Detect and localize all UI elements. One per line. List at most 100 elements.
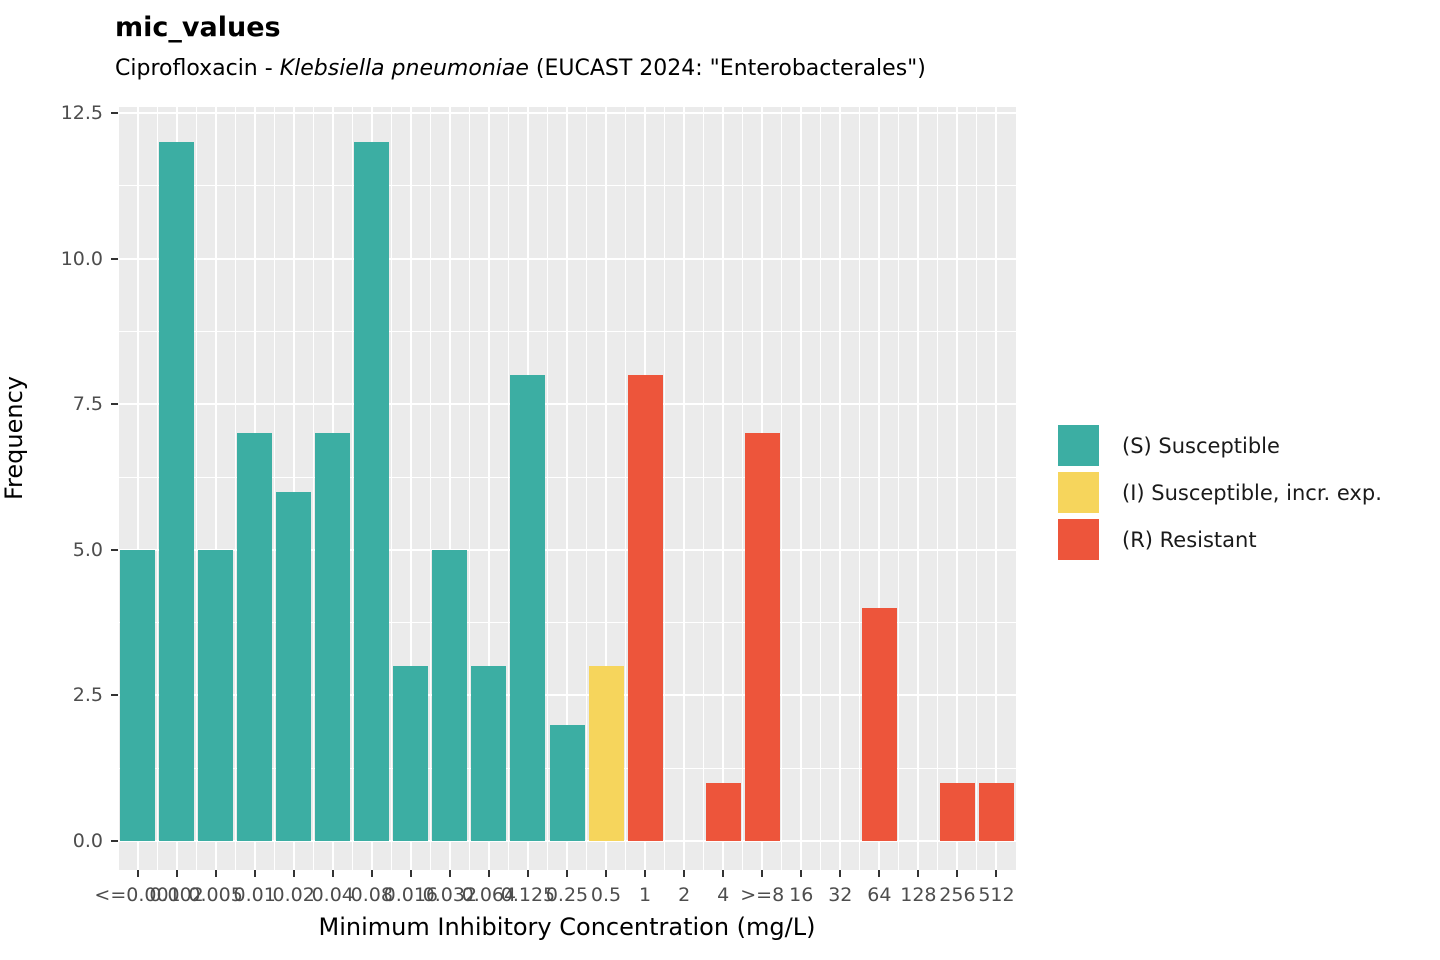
x-tick xyxy=(331,870,334,877)
bar-0.01 xyxy=(237,433,273,841)
x-tick xyxy=(370,870,373,877)
bar-0.04 xyxy=(315,433,351,841)
subtitle-drug: Ciprofloxacin - xyxy=(115,56,280,81)
x-tick xyxy=(644,870,647,877)
x-tick-label: 128 xyxy=(900,884,937,906)
bar-256 xyxy=(939,782,975,841)
bar-0.032 xyxy=(432,549,468,841)
legend-label-R: (R) Resistant xyxy=(1122,527,1257,552)
x-tick-label: 32 xyxy=(828,884,853,906)
v-gridline-minor xyxy=(117,107,119,870)
v-gridline-major xyxy=(800,107,803,870)
legend-label-S: (S) Susceptible xyxy=(1122,433,1280,458)
v-gridline-major xyxy=(214,107,217,870)
x-tick xyxy=(487,870,490,877)
x-tick xyxy=(761,870,764,877)
y-tick-label: 2.5 xyxy=(72,684,103,707)
x-tick-label: 2 xyxy=(678,884,691,906)
y-tick xyxy=(111,548,118,551)
v-gridline-minor xyxy=(898,107,900,870)
plot-title: mic_values xyxy=(115,12,281,43)
bar-0.125 xyxy=(510,375,546,841)
v-gridline-major xyxy=(956,107,959,870)
y-tick-label: 10.0 xyxy=(60,247,103,270)
v-gridline-major xyxy=(448,107,451,870)
x-tick xyxy=(878,870,881,877)
y-tick xyxy=(111,403,118,406)
y-tick-label: 0.0 xyxy=(72,830,103,852)
x-tick xyxy=(722,870,725,877)
bar-<=0.001 xyxy=(120,549,156,841)
v-gridline-major xyxy=(487,107,490,870)
v-gridline-minor xyxy=(156,107,158,870)
bar-4 xyxy=(705,782,741,841)
x-tick-label: 0.002 xyxy=(149,884,204,906)
v-gridline-major xyxy=(566,107,568,870)
v-gridline-minor xyxy=(195,107,197,870)
v-gridline-minor xyxy=(390,107,392,870)
x-tick-label: >=8 xyxy=(740,884,785,906)
bar-0.064 xyxy=(471,666,507,841)
plot-subtitle: Ciprofloxacin - Klebsiella pneumoniae (E… xyxy=(115,56,926,81)
y-tick-label: 7.5 xyxy=(72,393,103,416)
v-gridline-major xyxy=(995,107,998,870)
y-tick xyxy=(111,257,118,260)
v-gridline-minor xyxy=(507,107,509,870)
x-tick xyxy=(839,870,842,877)
x-tick-label: 0.04 xyxy=(311,884,354,906)
v-gridline-major xyxy=(722,107,725,870)
legend-label-I: (I) Susceptible, incr. exp. xyxy=(1122,480,1382,505)
v-gridline-major xyxy=(605,107,608,870)
bar-0.08 xyxy=(354,142,390,841)
v-gridline-major xyxy=(878,107,881,870)
x-tick xyxy=(956,870,959,877)
y-axis-title: Frequency xyxy=(0,376,28,500)
x-tick-label: 0.01 xyxy=(233,884,276,906)
x-tick-label: 0.08 xyxy=(350,884,393,906)
x-axis-title: Minimum Inhibitory Concentration (mg/L) xyxy=(318,913,816,941)
x-tick xyxy=(566,870,568,877)
v-gridline-major xyxy=(917,107,920,870)
bar-0.02 xyxy=(276,491,312,841)
v-gridline-minor xyxy=(234,107,236,870)
bar-1 xyxy=(627,375,663,841)
bar-0.016 xyxy=(393,666,429,841)
bar-0.005 xyxy=(198,549,234,841)
plot-panel xyxy=(117,107,1017,870)
v-gridline-minor xyxy=(1015,107,1017,870)
v-gridline-minor xyxy=(625,107,627,870)
y-tick xyxy=(111,694,118,697)
legend-swatch-R xyxy=(1058,519,1099,560)
v-gridline-minor xyxy=(859,107,861,870)
x-tick-label: <=0.001 xyxy=(94,884,181,906)
legend-swatch-S xyxy=(1058,425,1099,466)
bar-0.5 xyxy=(588,666,624,841)
x-tick xyxy=(917,870,920,877)
x-tick-label: 16 xyxy=(789,884,814,906)
v-gridline-minor xyxy=(703,107,705,870)
v-gridline-major xyxy=(292,107,295,870)
x-tick xyxy=(995,870,998,877)
v-gridline-major xyxy=(136,107,139,870)
x-tick xyxy=(409,870,412,877)
y-tick-label: 5.0 xyxy=(72,538,103,561)
x-tick xyxy=(605,870,608,877)
v-gridline-major xyxy=(683,107,686,870)
v-gridline-minor xyxy=(468,107,470,870)
x-tick-label: 256 xyxy=(939,884,976,906)
v-gridline-major xyxy=(839,107,842,870)
v-gridline-major xyxy=(409,107,412,870)
x-tick-label: 64 xyxy=(867,884,892,906)
x-tick-label: 0.016 xyxy=(383,884,439,906)
subtitle-species: Klebsiella pneumoniae xyxy=(279,56,529,81)
x-tick xyxy=(448,870,451,877)
v-gridline-minor xyxy=(351,107,353,870)
bar-0.002 xyxy=(159,142,195,841)
bar-0.25 xyxy=(549,724,585,841)
x-tick-label: 0.064 xyxy=(461,884,517,906)
y-tick xyxy=(111,112,118,114)
x-tick xyxy=(526,870,529,877)
x-tick xyxy=(214,870,217,877)
legend-swatch-I xyxy=(1058,472,1099,513)
